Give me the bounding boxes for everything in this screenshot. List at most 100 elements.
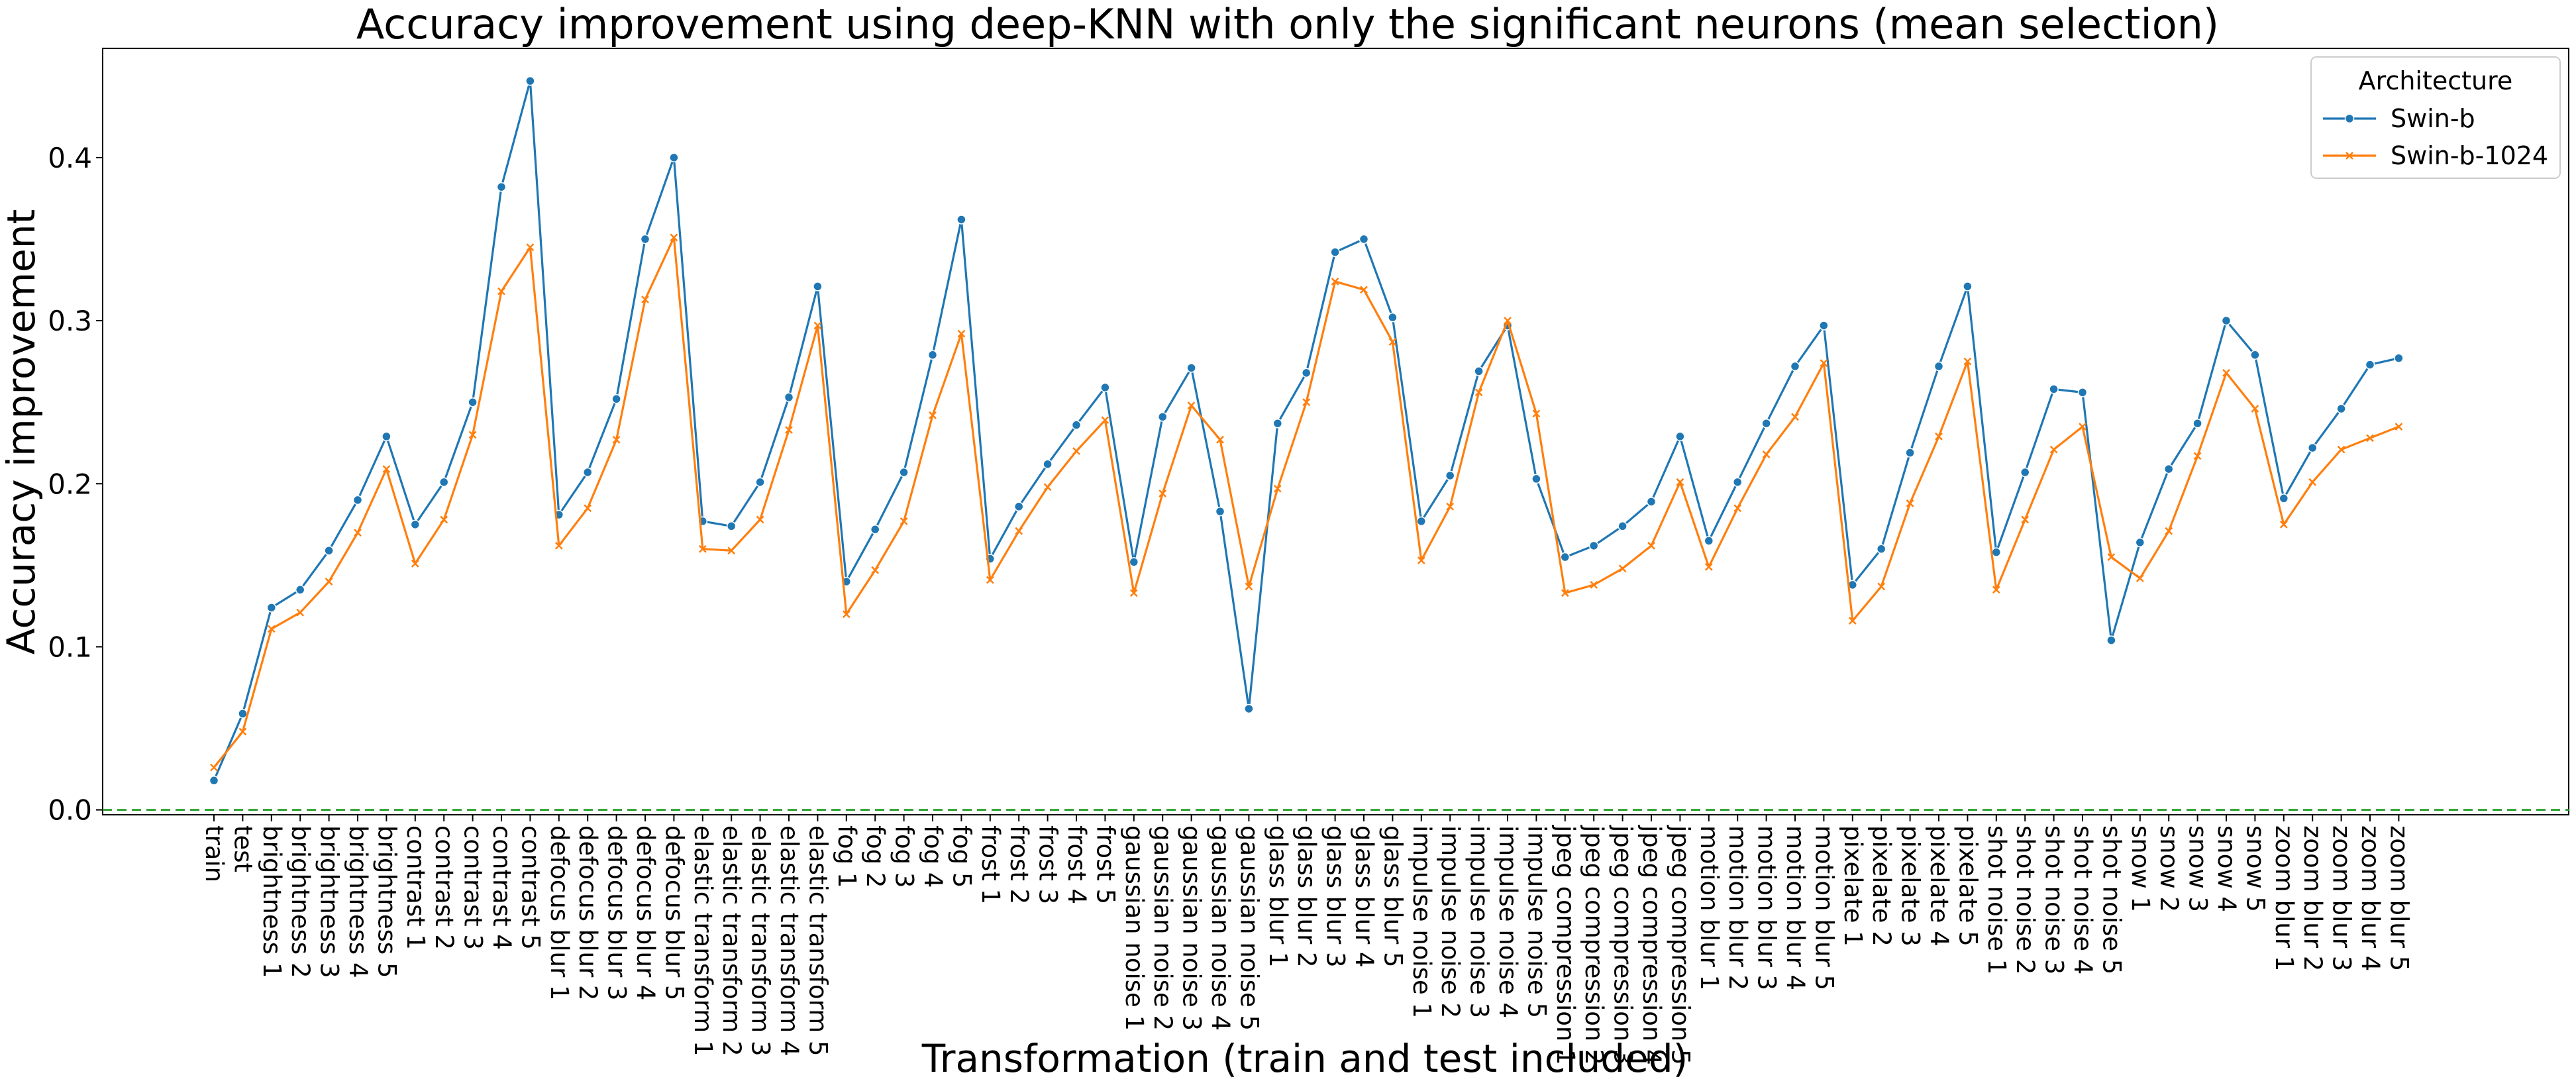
x-tick-label: impulse noise 3 — [1465, 825, 1494, 1018]
x-tick-label: contrast 3 — [459, 825, 488, 950]
data-point — [784, 392, 794, 403]
data-point — [2337, 445, 2345, 454]
y-axis: 0.0 0.1 0.2 0.3 0.4 — [48, 142, 103, 827]
x-tick-label: elastic transform 5 — [803, 825, 832, 1057]
data-point — [2106, 635, 2116, 645]
x-tick-label: shot noise 1 — [1983, 825, 2011, 974]
series-swin-b — [209, 76, 2404, 786]
x-tick-label: shot noise 5 — [2097, 825, 2126, 974]
x-tick-label: zoom blur 1 — [2270, 825, 2298, 971]
data-point — [929, 411, 937, 419]
legend-title: Architecture — [2359, 66, 2513, 95]
data-point — [1302, 398, 1311, 407]
x-tick-label: brightness 4 — [344, 825, 372, 978]
x-tick-label: shot noise 4 — [2069, 825, 2097, 974]
data-point — [2165, 527, 2173, 535]
data-point — [956, 215, 966, 225]
y-tick-label: 0.2 — [48, 468, 92, 500]
x-tick-label: snow 5 — [2241, 825, 2269, 912]
x-tick-label: motion blur 4 — [1781, 825, 1810, 990]
data-point — [986, 576, 994, 584]
data-point — [2395, 423, 2403, 431]
data-point — [1416, 516, 1427, 527]
data-point — [1244, 703, 1254, 714]
data-point — [438, 477, 449, 488]
data-point — [698, 544, 707, 553]
legend-box — [2310, 56, 2561, 179]
data-point — [411, 560, 419, 568]
data-point — [1013, 501, 1024, 511]
data-point — [726, 521, 737, 531]
x-tick-label: defocus blur 3 — [603, 825, 631, 1000]
x-tick-label: contrast 5 — [516, 825, 544, 950]
x-tick-label: contrast 1 — [401, 825, 430, 950]
data-point — [324, 545, 334, 556]
data-point — [1157, 412, 1168, 422]
data-point — [670, 233, 678, 242]
data-point — [1186, 363, 1196, 373]
data-point — [2193, 452, 2202, 460]
y-tick-label: 0.1 — [48, 631, 92, 663]
data-point — [1474, 388, 1483, 397]
data-point — [1388, 312, 1398, 323]
y-tick-label: 0.3 — [48, 305, 92, 337]
y-axis-label: Accuracy improvement — [0, 209, 44, 654]
data-point — [871, 566, 880, 574]
x-tick-label: elastic transform 3 — [747, 825, 775, 1057]
data-point — [755, 477, 765, 488]
data-point — [2394, 353, 2404, 363]
legend-label: Swin-b — [2391, 104, 2475, 133]
data-point — [899, 467, 909, 478]
x-tick-label: brightness 1 — [258, 825, 286, 978]
y-tick-label: 0.4 — [48, 142, 92, 174]
x-tick-label: frost 2 — [1005, 825, 1033, 904]
x-axis: train test brightness 1 brightness 2 brightn… — [200, 815, 2413, 1065]
x-tick-label: shot noise 3 — [2040, 825, 2069, 974]
data-point — [1474, 366, 1484, 376]
data-point — [1819, 321, 1829, 331]
data-point — [842, 610, 850, 619]
data-point — [2250, 350, 2260, 360]
data-point — [1905, 448, 1915, 458]
data-point — [1963, 282, 1973, 291]
data-point — [1963, 357, 1972, 366]
data-point — [1330, 247, 1340, 257]
data-point — [900, 517, 908, 525]
x-tick-label: frost 1 — [976, 825, 1005, 904]
legend-entries: Swin-b Swin-b-1024 — [2323, 104, 2548, 170]
x-tick-label: impulse noise 2 — [1436, 825, 1465, 1018]
data-point — [1992, 586, 2000, 594]
x-tick-label: jpeg compression 1 — [1551, 825, 1580, 1065]
x-tick-label: glass blur 4 — [1350, 825, 1378, 967]
x-tick-label: snow 1 — [2126, 825, 2155, 912]
data-point — [1359, 234, 1369, 244]
data-point — [382, 465, 391, 474]
data-point — [296, 608, 305, 617]
data-point — [1273, 484, 1282, 493]
x-tick-label: gaussian noise 1 — [1120, 825, 1149, 1031]
x-tick-label: snow 4 — [2212, 825, 2241, 912]
data-point — [1159, 490, 1167, 497]
data-point — [1761, 418, 1771, 429]
x-tick-label: motion blur 3 — [1753, 825, 1781, 990]
data-point — [1072, 447, 1080, 455]
data-point — [2163, 464, 2174, 474]
data-point — [870, 524, 880, 535]
x-tick-label: defocus blur 5 — [660, 825, 688, 1000]
data-point — [2107, 553, 2116, 561]
data-point — [1101, 416, 1109, 425]
data-point — [1187, 401, 1196, 409]
data-point — [1129, 589, 1138, 597]
legend-marker — [2344, 113, 2355, 124]
x-tick-label: pixelate 2 — [1867, 825, 1896, 947]
data-point — [2079, 423, 2087, 431]
data-point — [2279, 493, 2289, 503]
data-point — [1675, 431, 1685, 442]
data-point — [468, 397, 478, 407]
data-point — [1388, 338, 1397, 346]
data-point — [1848, 617, 1857, 625]
data-point — [1445, 470, 1455, 481]
data-point — [497, 287, 505, 295]
data-point — [2365, 360, 2375, 370]
